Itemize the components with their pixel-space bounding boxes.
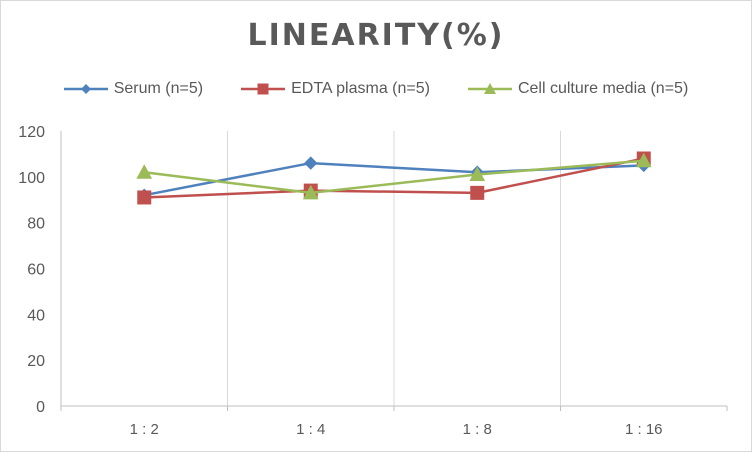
series-line-1 xyxy=(144,157,645,199)
data-point-1 xyxy=(470,185,485,200)
legend-item-edta-plasma: EDTA plasma (n=5) xyxy=(241,80,430,98)
legend-swatch-serum xyxy=(63,84,108,94)
legend: Serum (n=5) EDTA plasma (n=5) Cell cultu… xyxy=(0,80,752,98)
y-tick-label: 80 xyxy=(27,216,45,233)
legend-item-cell-culture-media: Cell culture media (n=5) xyxy=(467,80,689,98)
x-tick-label: 1 : 4 xyxy=(296,421,325,438)
x-tick-label: 1 : 8 xyxy=(463,421,492,438)
y-tick-label: 20 xyxy=(27,353,45,370)
y-tick-label: 0 xyxy=(36,399,45,416)
data-point-2 xyxy=(302,184,319,200)
chart-title: LINEARITY(%) xyxy=(247,18,505,53)
x-tick-label: 1 : 2 xyxy=(130,421,159,438)
legend-label-cell-culture-media: Cell culture media (n=5) xyxy=(517,80,689,97)
series-line-2 xyxy=(144,159,644,195)
legend-swatch-cell-culture-media xyxy=(467,83,512,94)
legend-label-serum: Serum (n=5) xyxy=(113,80,204,97)
data-point-2 xyxy=(635,152,652,168)
x-tick-label: 1 : 16 xyxy=(625,421,663,438)
y-tick-label: 40 xyxy=(27,307,45,324)
legend-label-edta-plasma: EDTA plasma (n=5) xyxy=(291,80,430,97)
data-point-2 xyxy=(136,164,153,179)
y-tick-label: 60 xyxy=(27,262,45,279)
data-point-2 xyxy=(469,166,486,182)
data-point-1 xyxy=(137,190,152,205)
y-tick-label: 100 xyxy=(18,170,45,187)
legend-swatch-edta-plasma xyxy=(241,83,286,95)
legend-marker-0 xyxy=(80,84,91,94)
data-point-0 xyxy=(304,156,318,170)
legend-marker-1 xyxy=(257,83,269,95)
legend-item-serum: Serum (n=5) xyxy=(63,80,204,98)
legend-marker-2 xyxy=(483,83,496,94)
y-tick-label: 120 xyxy=(18,124,45,141)
